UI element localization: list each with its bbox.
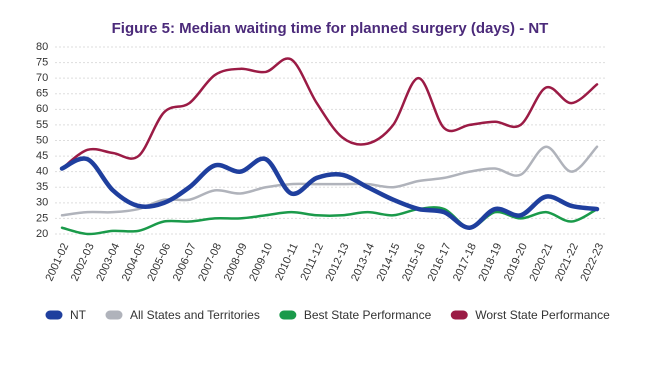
y-tick-label: 65 [36, 88, 48, 100]
y-tick-label: 40 [36, 166, 48, 178]
x-tick-label: 2011-12 [299, 241, 327, 282]
legend-label: All States and Territories [130, 308, 260, 322]
y-tick-label: 70 [36, 72, 48, 84]
y-tick-label: 50 [36, 134, 48, 146]
y-tick-label: 20 [36, 228, 48, 240]
x-tick-label: 2013-14 [349, 241, 377, 283]
x-tick-label: 2006-07 [171, 241, 199, 283]
y-tick-label: 75 [36, 56, 48, 68]
x-tick-label: 2002-03 [69, 241, 97, 283]
x-tick-label: 2019-20 [502, 241, 530, 283]
legend-label: NT [70, 308, 87, 322]
x-tick-label: 2009-10 [247, 241, 275, 283]
line-series [60, 57, 599, 170]
line-series [59, 156, 600, 231]
y-tick-label: 60 [36, 103, 48, 115]
x-tick-label: 2010-11 [273, 241, 301, 282]
y-tick-label: 80 [36, 41, 48, 53]
chart-title: Figure 5: Median waiting time for planne… [112, 20, 549, 37]
y-tick-label: 55 [36, 119, 48, 131]
y-tick-label: 30 [36, 197, 48, 209]
x-tick-label: 2022-23 [578, 241, 606, 283]
x-tick-label: 2001-02 [43, 241, 71, 283]
line-series [60, 206, 599, 236]
x-tick-label: 2008-09 [222, 241, 250, 283]
y-tick-label: 35 [36, 181, 48, 193]
x-tick-label: 2018-19 [477, 241, 505, 283]
legend-label: Worst State Performance [475, 308, 610, 322]
x-tick-label: 2007-08 [196, 241, 224, 283]
x-tick-label: 2003-04 [94, 241, 122, 283]
legend-label: Best State Performance [304, 308, 432, 322]
x-tick-label: 2014-15 [375, 241, 403, 283]
x-tick-label: 2005-06 [145, 241, 173, 283]
x-tick-label: 2020-21 [527, 241, 555, 283]
x-tick-label: 2015-16 [400, 241, 428, 283]
x-tick-label: 2017-18 [451, 241, 479, 283]
x-tick-label: 2012-13 [324, 241, 352, 283]
x-tick-label: 2016-17 [426, 241, 454, 283]
y-tick-label: 25 [36, 212, 48, 224]
x-tick-label: 2021-22 [553, 241, 581, 283]
y-tick-label: 45 [36, 150, 48, 162]
x-tick-label: 2004-05 [120, 241, 148, 283]
